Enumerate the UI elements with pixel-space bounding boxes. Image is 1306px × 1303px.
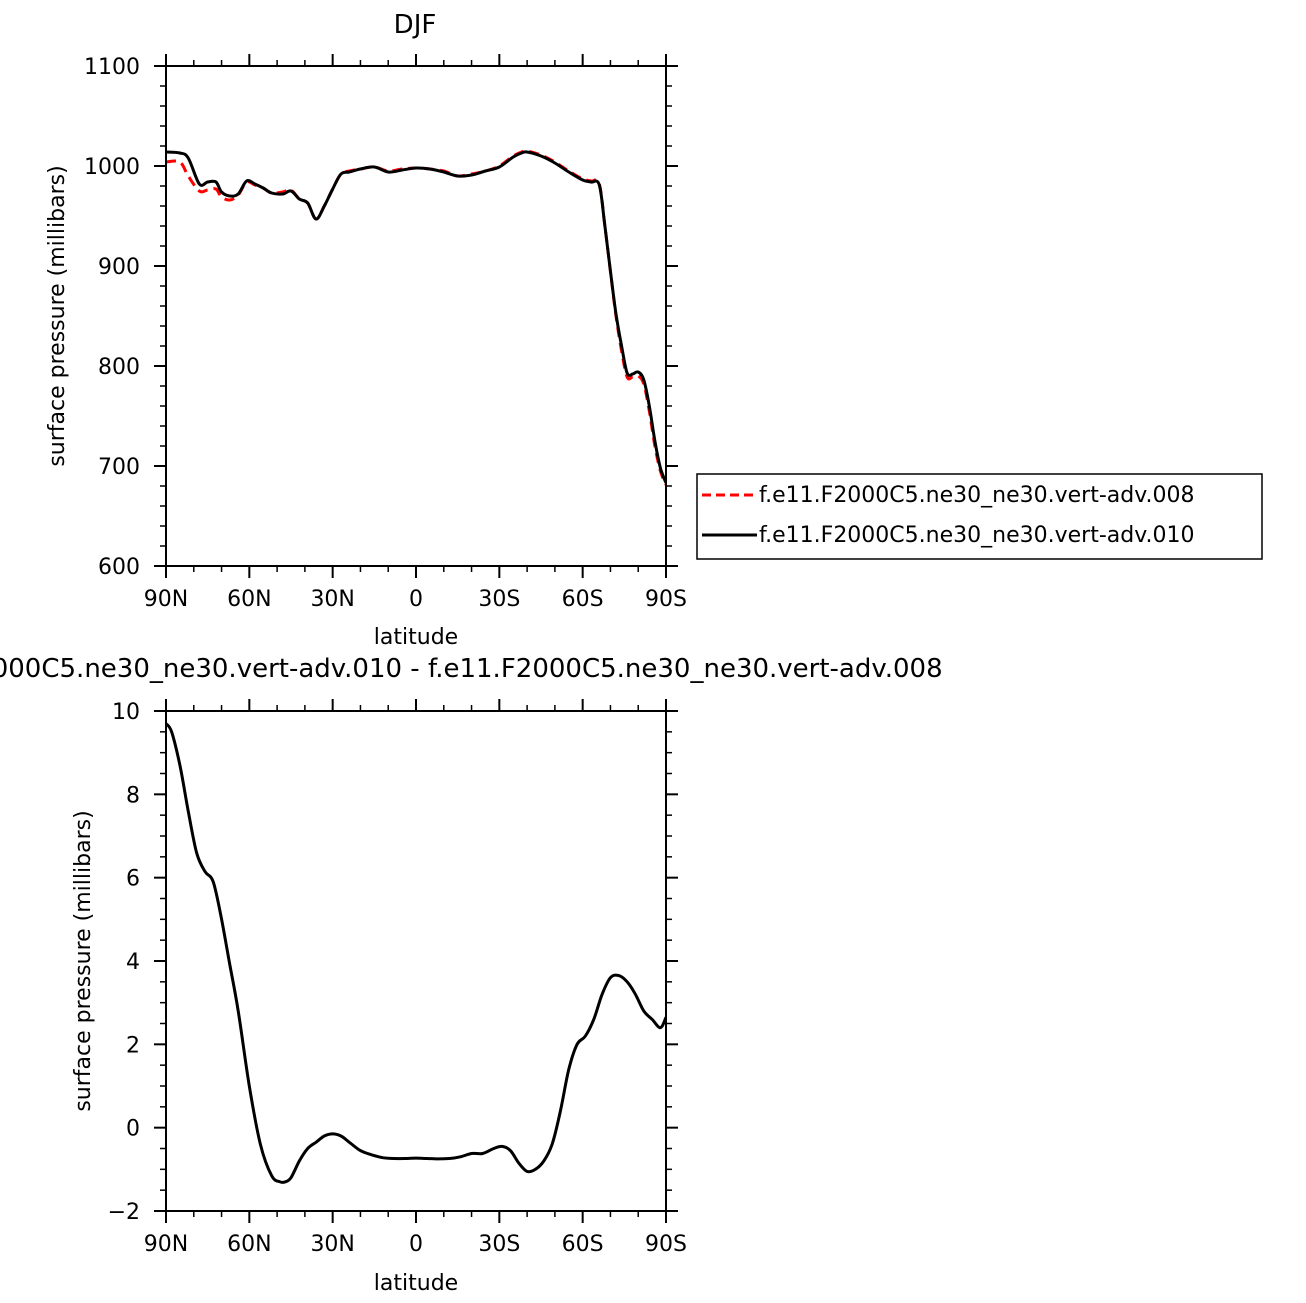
y-tick-label: 2 <box>126 1033 140 1058</box>
x-tick-label: 0 <box>409 587 423 612</box>
plot-frame <box>165 710 667 1212</box>
x-tick-label: 60N <box>227 1232 271 1257</box>
x-tick-label: 90N <box>144 587 188 612</box>
bottom-x-axis-label: latitude <box>374 1271 458 1296</box>
y-tick-label: 0 <box>126 1117 140 1142</box>
bottom-plot-area: 90N 60N 30N 0 30S 60S 90S −2 0 2 4 6 8 10 <box>108 699 687 1257</box>
plot-frame <box>165 65 667 567</box>
y-tick-label: 700 <box>98 455 140 480</box>
y-tick-label: 4 <box>126 950 140 975</box>
y-tick-label: 10 <box>112 700 140 725</box>
y-tick-label: 6 <box>126 867 140 892</box>
y-tick-label: 8 <box>126 783 140 808</box>
top-plot-area: 90N 60N 30N 0 30S 60S 90S 600 700 800 900 1000 1100 <box>84 54 687 612</box>
x-tick-label: 90N <box>144 1232 188 1257</box>
bottom-panel: f.e11.F2000C5.ne30_ne30.vert-adv.010 - f… <box>0 654 943 1296</box>
y-tick-label: 800 <box>98 355 140 380</box>
bottom-y-axis-label: surface pressure (millibars) <box>71 810 96 1111</box>
x-tick-label: 60S <box>562 1232 604 1257</box>
series-line-1 <box>166 149 666 486</box>
x-tick-label: 30N <box>310 587 354 612</box>
x-tick-label: 0 <box>409 1232 423 1257</box>
x-tick-label: 30S <box>478 587 520 612</box>
y-tick-label: −2 <box>108 1200 140 1225</box>
legend-label-series-2: f.e11.F2000C5.ne30_ne30.vert-adv.010 <box>759 523 1195 548</box>
top-x-axis-label: latitude <box>374 625 458 650</box>
x-tick-label: 60N <box>227 587 271 612</box>
y-tick-label: 900 <box>98 255 140 280</box>
y-tick-label: 1100 <box>84 55 140 80</box>
x-tick-label: 30N <box>310 1232 354 1257</box>
y-tick-label: 1000 <box>84 155 140 180</box>
legend-label-series-1: f.e11.F2000C5.ne30_ne30.vert-adv.008 <box>759 483 1195 508</box>
series-line-2 <box>166 150 666 484</box>
x-tick-label: 60S <box>562 587 604 612</box>
x-tick-label: 90S <box>645 1232 687 1257</box>
top-chart-title: DJF <box>394 10 437 40</box>
series-line-1 <box>166 722 666 1184</box>
legend: f.e11.F2000C5.ne30_ne30.vert-adv.008 f.e… <box>696 473 1263 560</box>
x-tick-label: 90S <box>645 587 687 612</box>
top-y-axis-label: surface pressure (millibars) <box>45 165 70 466</box>
legend-frame <box>696 473 1263 560</box>
top-panel: DJF 90N 60N 30N 0 30S 60S 90S 600 700 800 900 1000 1… <box>45 10 687 650</box>
x-tick-label: 30S <box>478 1232 520 1257</box>
bottom-chart-title: f.e11.F2000C5.ne30_ne30.vert-adv.010 - f… <box>0 654 943 684</box>
y-tick-label: 600 <box>98 555 140 580</box>
